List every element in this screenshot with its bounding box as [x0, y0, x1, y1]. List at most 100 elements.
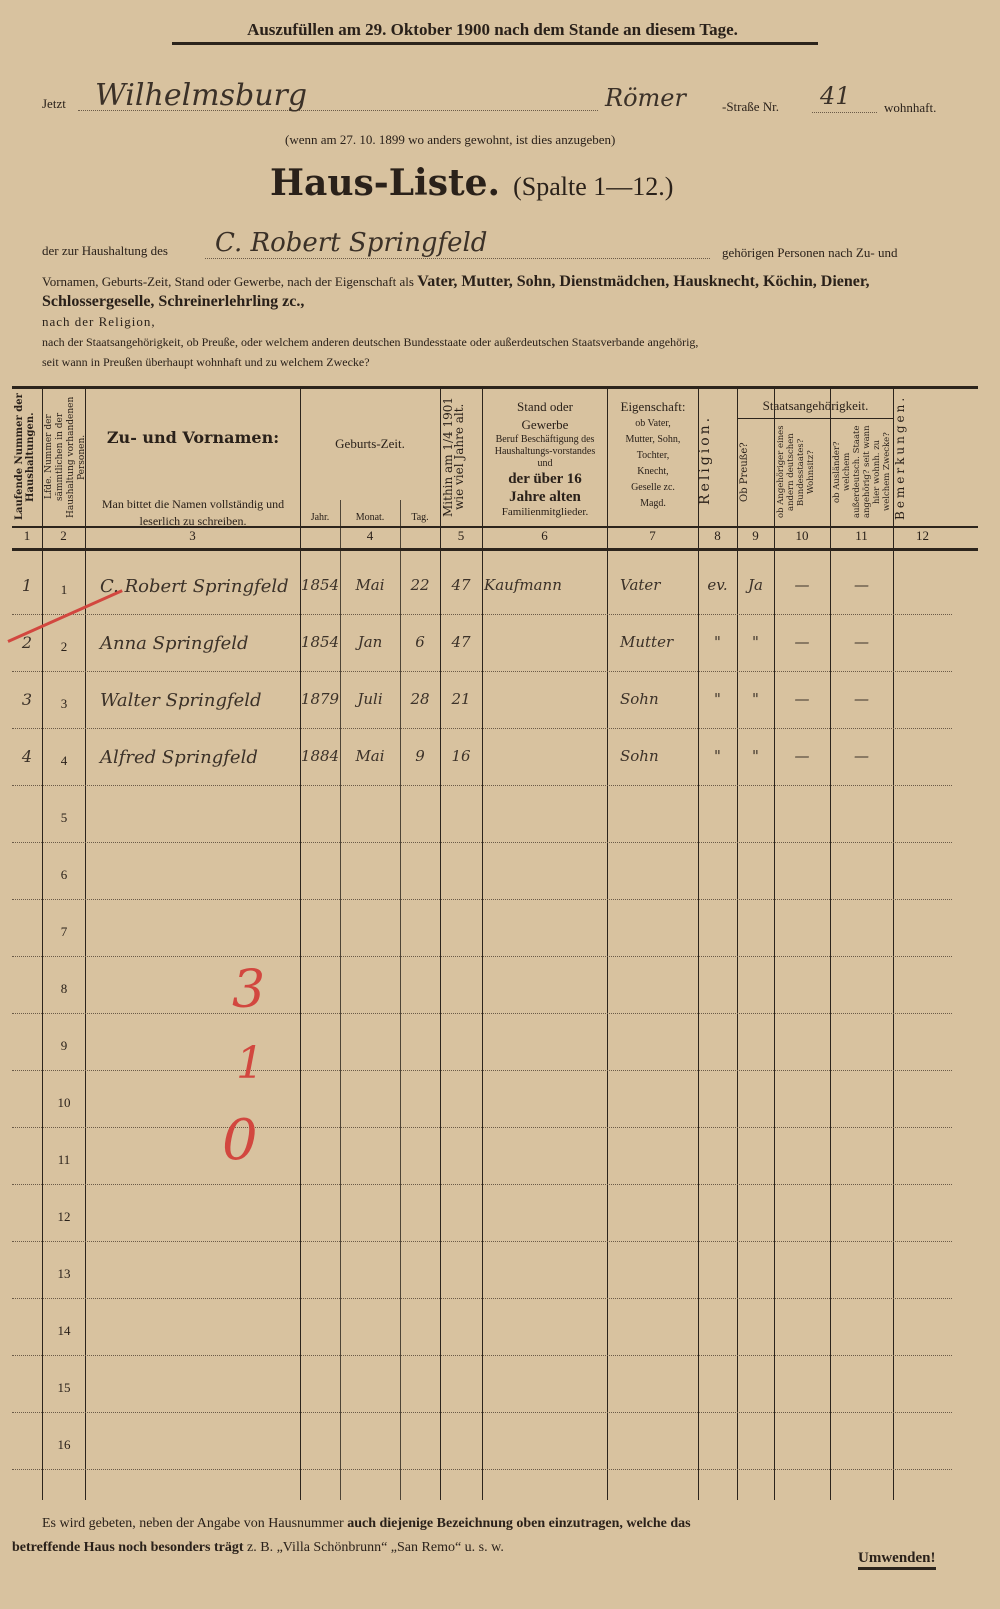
red-mark-3: 3	[232, 960, 266, 1020]
household-suffix: gehörigen Personen nach Zu- und	[722, 245, 898, 260]
person-number: 2	[60, 639, 68, 654]
cell-day: 6	[415, 633, 425, 651]
place-line	[78, 110, 598, 111]
cell-year: 1854	[300, 633, 340, 651]
row-rule	[12, 842, 952, 843]
colnum-bottom-rule	[12, 548, 978, 551]
person-number: 1	[60, 582, 68, 597]
column-number: 5	[457, 528, 465, 543]
header-person-number: Lfde. Nummer der sämmtlichen in der Haus…	[44, 396, 87, 518]
header-name-note: Man bittet die Namen vollständig und les…	[101, 497, 285, 528]
resident-label: wohnhaft.	[884, 100, 937, 115]
header-bottom-rule	[12, 526, 978, 528]
red-mark-0: 0	[222, 1108, 258, 1173]
column-rule	[698, 386, 699, 1500]
para1-bold: Vater, Mutter, Sohn, Dienstmädchen, Haus…	[42, 273, 870, 310]
cell-foreign: —	[854, 690, 869, 708]
row-rule	[12, 1355, 952, 1356]
row-rule	[12, 1070, 952, 1071]
header-birth-title: Geburts-Zeit.	[335, 436, 405, 451]
cell-age: 16	[451, 747, 471, 765]
header-role-title: Eigenschaft:	[620, 399, 686, 414]
header-occupation: Stand oder Gewerbe Beruf Beschäftigung d…	[484, 398, 606, 518]
footer-line2-bold: betreffende Haus noch besonders trägt	[12, 1540, 244, 1555]
header-occupation-bold: der über 16 Jahre alten	[508, 471, 582, 505]
jetzt-label: Jetzt	[42, 96, 66, 111]
household-prefix: der zur Haushaltung des	[42, 243, 168, 258]
cell-role: Vater	[620, 576, 661, 594]
cell-year: 1879	[300, 690, 340, 708]
cell-foreign: —	[854, 633, 869, 651]
cell-name: C. Robert Springfeld	[100, 576, 289, 597]
column-rule	[607, 386, 608, 1500]
header-role-note: ob Vater, Mutter, Sohn, Tochter, Knecht,…	[625, 418, 681, 509]
cell-day: 28	[410, 690, 430, 708]
cell-month: Juli	[357, 690, 383, 708]
person-number: 5	[60, 810, 68, 825]
cell-other-state: —	[794, 633, 810, 651]
subcolumn-rule	[340, 500, 341, 1500]
previous-residence-note: (wenn am 27. 10. 1899 wo anders gewohnt,…	[285, 132, 616, 147]
cell-role: Mutter	[620, 633, 674, 651]
header-occupation-title: Stand oder Gewerbe	[517, 399, 573, 432]
column-number: 7	[649, 528, 656, 543]
cell-religion: "	[714, 747, 721, 765]
cell-month: Jan	[357, 633, 383, 651]
table-top-rule	[12, 386, 978, 389]
household-head-field: C. Robert Springfeld	[215, 228, 488, 258]
para3: nach der Staatsangehörigkeit, ob Preuße,…	[42, 335, 699, 349]
household-line	[205, 258, 710, 259]
row-rule	[12, 1241, 952, 1242]
cell-role: Sohn	[620, 690, 659, 708]
red-mark-1: 1	[236, 1038, 264, 1089]
header-prussian: Ob Preuße?	[739, 442, 750, 502]
cell-occupation: Kaufmann	[484, 576, 562, 594]
header-citizenship: Staatsangehörigkeit.	[762, 398, 869, 413]
turn-over-label: Umwenden!	[858, 1550, 936, 1570]
cell-role: Sohn	[620, 747, 659, 765]
column-number: 11	[855, 528, 868, 543]
column-number: 9	[752, 528, 759, 543]
column-rule	[830, 386, 831, 1500]
header-other-state: ob Angehöriger eines andern deutschen Bu…	[776, 425, 816, 519]
column-rule	[482, 386, 483, 1500]
row-rule	[12, 956, 952, 957]
para4: seit wann in Preußen überhaupt wohnhaft …	[42, 355, 370, 369]
person-number: 15	[57, 1380, 71, 1395]
page-title: Haus-Liste. (Spalte 1—12.)	[270, 162, 673, 204]
person-number: 12	[57, 1209, 71, 1224]
cell-month: Mai	[355, 576, 385, 594]
row-rule	[12, 899, 952, 900]
para2: nach der Religion,	[42, 314, 156, 329]
header-household-number: Laufende Nummer der Haushaltungen.	[14, 393, 36, 521]
cell-month: Mai	[355, 747, 385, 765]
household-number: 3	[21, 690, 33, 709]
header-remarks: Bemerkungen.	[893, 394, 907, 520]
cell-foreign: —	[854, 576, 869, 594]
header-birth-day: Tag.	[411, 512, 429, 523]
cell-name: Anna Springfeld	[100, 633, 249, 654]
footer-line1-plain: Es wird gebeten, neben der Angabe von Ha…	[42, 1516, 344, 1531]
household-number: 2	[21, 633, 33, 652]
instruction-underline	[172, 42, 818, 45]
cell-religion: "	[714, 633, 721, 651]
cell-age: 21	[451, 690, 471, 708]
header-age: Mithin am 1/4 1901 wie viel Jahre alt.	[441, 396, 466, 518]
column-number: 1	[23, 528, 31, 543]
instruction-heading: Auszufüllen am 29. Oktober 1900 nach dem…	[247, 20, 738, 39]
column-rule	[440, 386, 441, 1500]
footer-line1-bold: auch diejenige Bezeichnung oben einzutra…	[347, 1516, 691, 1531]
row-rule	[12, 1412, 952, 1413]
column-number: 6	[541, 528, 548, 543]
para1-plain: Vornamen, Geburts-Zeit, Stand oder Gewer…	[42, 274, 414, 289]
column-number: 2	[60, 528, 67, 543]
cell-prussian: "	[752, 690, 759, 708]
street-field: Römer	[605, 84, 686, 112]
row-rule	[12, 1469, 952, 1470]
cell-other-state: —	[794, 690, 810, 708]
person-number: 7	[60, 924, 68, 939]
cell-age: 47	[451, 633, 471, 651]
row-rule	[12, 1013, 952, 1014]
column-number: 4	[366, 528, 374, 543]
person-number: 16	[57, 1437, 71, 1452]
